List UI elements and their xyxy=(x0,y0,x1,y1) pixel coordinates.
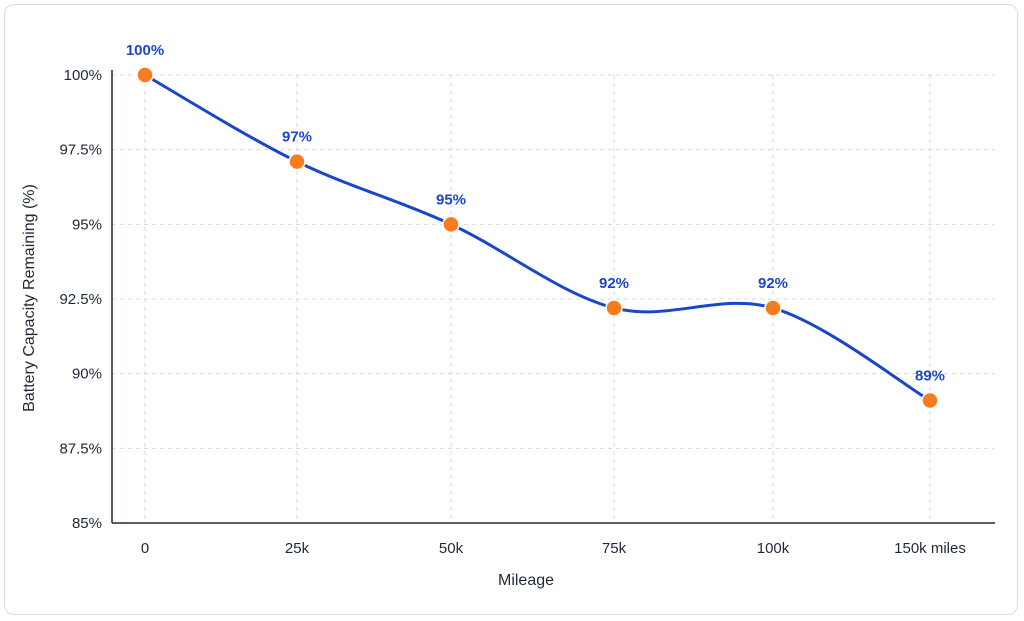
y-tick-label: 97.5% xyxy=(59,142,102,159)
x-tick-labels: 0 25k 50k 75k 100k 150k miles xyxy=(141,540,966,557)
data-label: 89% xyxy=(915,368,945,385)
chart-card xyxy=(4,4,1018,615)
series-line xyxy=(144,73,931,402)
y-tick-labels: 100% 97.5% 95% 92.5% 90% 87.5% 85% xyxy=(59,67,102,532)
data-label: 92% xyxy=(758,275,788,292)
data-point-marker xyxy=(764,299,782,317)
data-point-marker xyxy=(921,391,939,410)
y-tick-label: 92.5% xyxy=(59,291,102,308)
data-label: 95% xyxy=(436,191,466,208)
data-label: 97% xyxy=(282,129,312,146)
markers xyxy=(136,66,939,410)
data-point-marker xyxy=(605,299,623,317)
x-tick-label: 25k xyxy=(285,540,310,557)
y-tick-label: 90% xyxy=(72,366,102,383)
x-tick-label: 75k xyxy=(602,540,627,557)
x-tick-label: 0 xyxy=(141,540,149,557)
y-tick-label: 100% xyxy=(64,67,102,84)
data-point-marker xyxy=(136,66,154,84)
y-tick-label: 95% xyxy=(72,216,102,233)
data-label: 100% xyxy=(126,42,164,59)
x-axis-title: Mileage xyxy=(498,572,554,589)
x-tick-label: 50k xyxy=(439,540,464,557)
data-labels: 100% 97% 95% 92% 92% 89% xyxy=(126,42,945,385)
data-point-marker xyxy=(442,215,460,234)
x-tick-label: 100k xyxy=(757,540,790,557)
axes xyxy=(111,70,995,524)
data-label: 92% xyxy=(599,275,629,292)
y-axis-title: Battery Capacity Remaining (%) xyxy=(21,184,38,412)
grid xyxy=(112,74,995,523)
x-tick-label: 150k miles xyxy=(894,540,966,557)
y-tick-label: 85% xyxy=(72,515,102,532)
data-point-marker xyxy=(288,152,306,171)
y-tick-label: 87.5% xyxy=(59,440,102,457)
